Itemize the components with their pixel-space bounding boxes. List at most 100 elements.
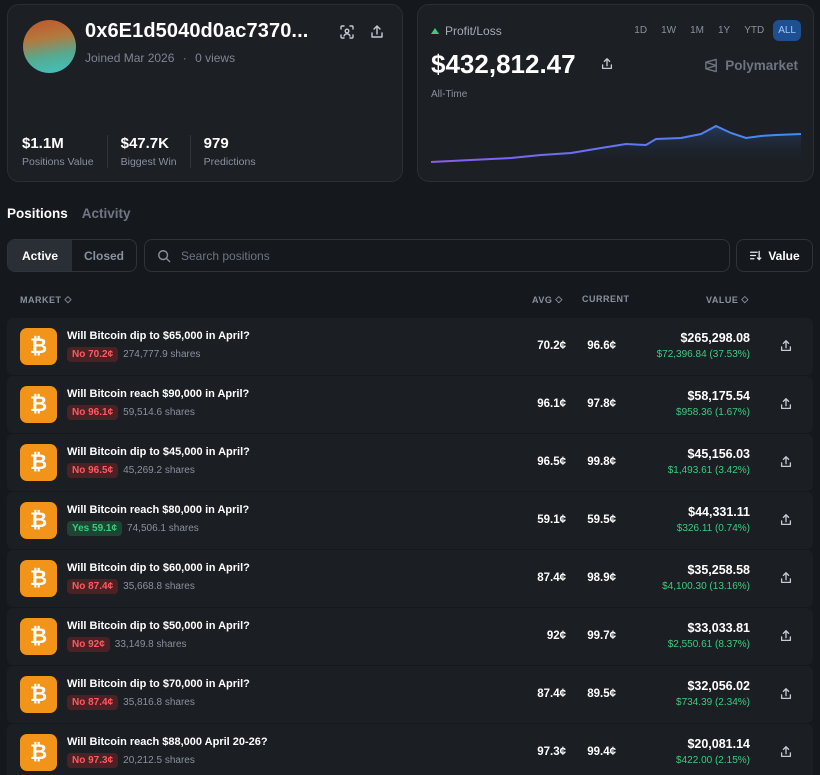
filter-active-button[interactable]: Active (8, 240, 72, 271)
status-filter: Active Closed (7, 239, 137, 272)
section-tabs: Positions Activity (7, 206, 131, 221)
avg-price: 87.4¢ (537, 572, 566, 584)
market-question[interactable]: Will Bitcoin dip to $70,000 in April? (67, 678, 250, 690)
market-question[interactable]: Will Bitcoin dip to $50,000 in April? (67, 620, 250, 632)
outcome-badge: Yes 59.1¢ (67, 521, 123, 536)
share-icon[interactable] (779, 745, 793, 759)
position-value: $35,258.58 (687, 563, 750, 577)
stat-value: 979 (203, 135, 229, 152)
shares-count: 45,269.2 shares (123, 465, 195, 476)
position-gain: $958.36 (1.67%) (676, 407, 750, 418)
shares-count: 35,816.8 shares (123, 697, 195, 708)
range-1w[interactable]: 1W (661, 25, 677, 36)
avg-price: 96.1¢ (537, 398, 566, 410)
position-meta: No 87.4¢ 35,816.8 shares (67, 695, 195, 710)
bitcoin-icon: ₿ (20, 734, 57, 771)
position-gain: $326.11 (0.74%) (676, 523, 750, 534)
position-row[interactable]: ₿ Will Bitcoin dip to $45,000 in April? … (7, 434, 813, 491)
position-value: $20,081.14 (687, 737, 750, 751)
column-current-label: CURRENT (582, 294, 630, 304)
share-icon[interactable] (779, 339, 793, 353)
search-input[interactable] (181, 248, 701, 263)
market-question[interactable]: Will Bitcoin dip to $60,000 in April? (67, 562, 250, 574)
avg-price: 87.4¢ (537, 688, 566, 700)
bitcoin-icon: ₿ (20, 328, 57, 365)
outcome-badge: No 87.4¢ (67, 695, 119, 710)
range-1d[interactable]: 1D (634, 25, 648, 36)
current-price: 98.9¢ (587, 572, 616, 584)
up-triangle-icon (431, 28, 439, 34)
current-price: 99.7¢ (587, 630, 616, 642)
position-row[interactable]: ₿ Will Bitcoin dip to $60,000 in April? … (7, 550, 813, 607)
position-gain: $2,550.61 (8.37%) (667, 639, 750, 650)
position-row[interactable]: ₿ Will Bitcoin dip to $50,000 in April? … (7, 608, 813, 665)
position-value: $32,056.02 (687, 679, 750, 693)
filter-closed-button[interactable]: Closed (83, 248, 124, 263)
outcome-badge: No 87.4¢ (67, 579, 119, 594)
range-1m[interactable]: 1M (690, 25, 704, 36)
bitcoin-icon: ₿ (20, 444, 57, 481)
market-question[interactable]: Will Bitcoin dip to $45,000 in April? (67, 446, 250, 458)
bitcoin-icon: ₿ (20, 386, 57, 423)
pnl-sparkline (431, 124, 801, 167)
pnl-label-text: Profit/Loss (445, 24, 502, 38)
polymarket-icon (705, 58, 718, 73)
current-price: 99.4¢ (587, 746, 616, 758)
position-row[interactable]: ₿ Will Bitcoin reach $90,000 in April? N… (7, 376, 813, 433)
column-market[interactable]: MARKET ◇ (20, 294, 72, 305)
column-avg[interactable]: AVG ◇ (532, 294, 563, 305)
bitcoin-icon: ₿ (20, 560, 57, 597)
scan-icon[interactable] (339, 24, 355, 40)
stat-label: Predictions (203, 156, 256, 168)
range-1y[interactable]: 1Y (717, 25, 731, 36)
share-icon[interactable] (369, 24, 385, 40)
market-question[interactable]: Will Bitcoin reach $90,000 in April? (67, 388, 250, 400)
brand-name: Polymarket (725, 58, 798, 73)
position-gain: $1,493.61 (3.42%) (667, 465, 750, 476)
column-current: CURRENT (582, 294, 630, 304)
position-value: $33,033.81 (687, 621, 750, 635)
pnl-card: Profit/Loss 1D 1W 1M 1Y YTD ALL $432,812… (417, 4, 814, 182)
position-meta: No 97.3¢ 20,212.5 shares (67, 753, 195, 768)
position-gain: $72,396.84 (37.53%) (656, 349, 750, 360)
share-icon[interactable] (779, 455, 793, 469)
sort-icon (750, 250, 762, 261)
sort-value-button[interactable]: Value (736, 239, 813, 272)
column-value[interactable]: VALUE ◇ (706, 294, 749, 305)
market-question[interactable]: Will Bitcoin dip to $65,000 in April? (67, 330, 250, 342)
position-row[interactable]: ₿ Will Bitcoin dip to $65,000 in April? … (7, 318, 813, 375)
position-meta: Yes 59.1¢ 74,506.1 shares (67, 521, 199, 536)
current-price: 59.5¢ (587, 514, 616, 526)
sort-chevron-icon: ◇ (741, 294, 749, 304)
position-value: $45,156.03 (687, 447, 750, 461)
share-icon[interactable] (600, 57, 614, 71)
shares-count: 20,212.5 shares (123, 755, 195, 766)
share-icon[interactable] (779, 397, 793, 411)
share-icon[interactable] (779, 629, 793, 643)
position-value: $58,175.54 (687, 389, 750, 403)
profile-stats: $1.1M Positions Value $47.7K Biggest Win… (22, 135, 282, 168)
profile-card: 0x6E1d5040d0ac7370... Joined Mar 2026 · … (7, 4, 403, 182)
share-icon[interactable] (779, 687, 793, 701)
position-row[interactable]: ₿ Will Bitcoin dip to $70,000 in April? … (7, 666, 813, 723)
avg-price: 70.2¢ (537, 340, 566, 352)
market-question[interactable]: Will Bitcoin reach $88,000 April 20-26? (67, 736, 268, 748)
position-row[interactable]: ₿ Will Bitcoin reach $80,000 in April? Y… (7, 492, 813, 549)
shares-count: 74,506.1 shares (127, 523, 199, 534)
column-market-label: MARKET (20, 294, 62, 305)
share-icon[interactable] (779, 513, 793, 527)
current-price: 99.8¢ (587, 456, 616, 468)
market-question[interactable]: Will Bitcoin reach $80,000 in April? (67, 504, 250, 516)
position-meta: No 70.2¢ 274,777.9 shares (67, 347, 200, 362)
range-ytd[interactable]: YTD (744, 25, 765, 36)
position-row[interactable]: ₿ Will Bitcoin reach $88,000 April 20-26… (7, 724, 813, 775)
tab-activity[interactable]: Activity (81, 206, 131, 221)
sort-chevron-icon: ◇ (555, 294, 563, 304)
share-icon[interactable] (779, 571, 793, 585)
column-avg-label: AVG (532, 294, 553, 305)
position-gain: $422.00 (2.15%) (676, 755, 750, 766)
range-all[interactable]: ALL (773, 20, 801, 41)
current-price: 96.6¢ (587, 340, 616, 352)
tab-positions[interactable]: Positions (7, 206, 68, 221)
stat-predictions: 979 Predictions (204, 135, 269, 168)
